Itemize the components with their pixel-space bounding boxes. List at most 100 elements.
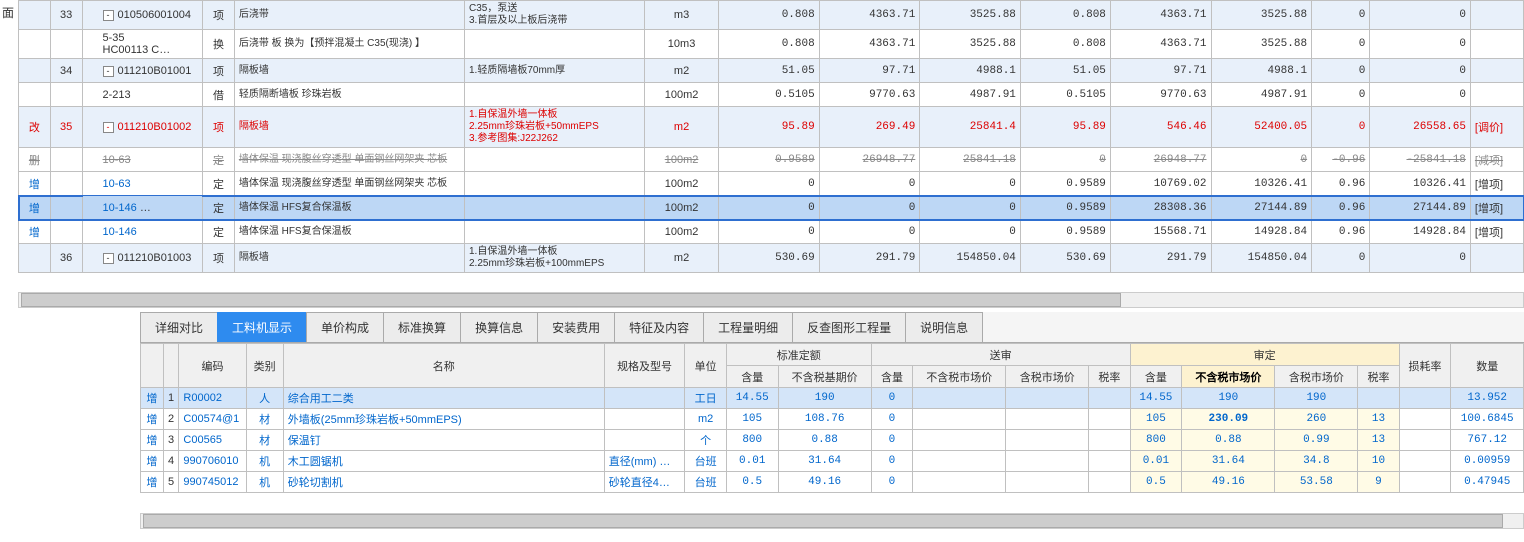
ap-price1[interactable]: 49.16 bbox=[1182, 472, 1275, 493]
value-cell: 0.5105 bbox=[1020, 83, 1110, 107]
code-cell[interactable]: C00565 bbox=[179, 430, 246, 451]
tab-4[interactable]: 换算信息 bbox=[460, 312, 538, 342]
ap-price1[interactable]: 230.09 bbox=[1182, 409, 1275, 430]
column-subheader[interactable]: 含税市场价 bbox=[1006, 366, 1089, 388]
column-header[interactable]: 审定 bbox=[1130, 344, 1399, 366]
code-cell[interactable]: 10-146 bbox=[82, 220, 203, 244]
column-header[interactable]: 数量 bbox=[1451, 344, 1524, 388]
ap-price2[interactable]: 190 bbox=[1275, 388, 1358, 409]
column-subheader[interactable]: 含量 bbox=[726, 366, 778, 388]
ap-tax[interactable]: 13 bbox=[1358, 430, 1399, 451]
value-cell: 25841.4 bbox=[920, 107, 1021, 148]
ap-price2[interactable]: 0.99 bbox=[1275, 430, 1358, 451]
column-header[interactable]: 名称 bbox=[283, 344, 604, 388]
table-row[interactable]: 增10-146 …定墙体保温 HFS复合保温板100m20000.9589283… bbox=[19, 196, 1524, 220]
tab-9[interactable]: 说明信息 bbox=[905, 312, 983, 342]
ap-price1[interactable]: 31.64 bbox=[1182, 451, 1275, 472]
column-subheader[interactable]: 税率 bbox=[1358, 366, 1399, 388]
name-cell: 木工圆锯机 bbox=[283, 451, 604, 472]
column-header[interactable]: 单位 bbox=[685, 344, 726, 388]
type-cell: 项 bbox=[203, 107, 235, 148]
ap-qty[interactable]: 0.5 bbox=[1130, 472, 1182, 493]
column-header[interactable]: 损耗率 bbox=[1399, 344, 1451, 388]
table-row[interactable]: 增10-146定墙体保温 HFS复合保温板100m20000.958915568… bbox=[19, 220, 1524, 244]
column-header[interactable] bbox=[141, 344, 164, 388]
std-price: 31.64 bbox=[778, 451, 871, 472]
tree-toggle-icon[interactable]: - bbox=[103, 122, 114, 133]
column-subheader[interactable]: 税率 bbox=[1089, 366, 1130, 388]
ap-qty[interactable]: 800 bbox=[1130, 430, 1182, 451]
table-row[interactable]: 33-010506001004项后浇带C35，泵送3.首层及以上板后浇带m30.… bbox=[19, 1, 1524, 30]
column-subheader[interactable]: 不含税市场价 bbox=[1182, 366, 1275, 388]
more-icon[interactable]: … bbox=[140, 202, 151, 214]
horizontal-scrollbar[interactable] bbox=[18, 292, 1524, 308]
column-subheader[interactable]: 含量 bbox=[871, 366, 912, 388]
code-cell[interactable]: 2-213 bbox=[82, 83, 203, 107]
column-header[interactable]: 规格及型号 bbox=[604, 344, 685, 388]
table-row[interactable]: 删10-63定墙体保温 现浇腹丝穿透型 单面钢丝网架夹 芯板100m20.958… bbox=[19, 148, 1524, 172]
column-header[interactable]: 标准定额 bbox=[726, 344, 871, 366]
ap-qty[interactable]: 0.01 bbox=[1130, 451, 1182, 472]
code-cell[interactable]: 990745012 bbox=[179, 472, 246, 493]
tab-1[interactable]: 工料机显示 bbox=[217, 312, 307, 342]
code-cell[interactable]: 990706010 bbox=[179, 451, 246, 472]
ap-tax[interactable]: 10 bbox=[1358, 451, 1399, 472]
code-cell[interactable]: -011210B01002 bbox=[82, 107, 203, 148]
ap-tax[interactable]: 13 bbox=[1358, 409, 1399, 430]
code-cell[interactable]: 5-35HC00113 C… bbox=[82, 30, 203, 59]
ap-qty[interactable]: 105 bbox=[1130, 409, 1182, 430]
column-subheader[interactable]: 含税市场价 bbox=[1275, 366, 1358, 388]
tree-toggle-icon[interactable]: - bbox=[103, 66, 114, 77]
ap-price2[interactable]: 260 bbox=[1275, 409, 1358, 430]
code-cell[interactable]: 10-63 bbox=[82, 172, 203, 196]
ap-tax[interactable]: 9 bbox=[1358, 472, 1399, 493]
bottom-scrollbar[interactable] bbox=[140, 513, 1524, 529]
tree-toggle-icon[interactable]: - bbox=[103, 253, 114, 264]
code-cell[interactable]: -011210B01001 bbox=[82, 59, 203, 83]
code-cell[interactable]: C00574@1 bbox=[179, 409, 246, 430]
value-cell: 0 bbox=[819, 196, 920, 220]
material-row[interactable]: 增3C00565材保温钉个8000.8808000.880.9913767.12 bbox=[141, 430, 1524, 451]
table-row[interactable]: 36-011210B01003项隔板墙1.自保温外墙一体板2.25mm珍珠岩板+… bbox=[19, 244, 1524, 273]
tab-7[interactable]: 工程量明细 bbox=[703, 312, 793, 342]
table-row[interactable]: 改35-011210B01002项隔板墙1.自保温外墙一体板2.25mm珍珠岩板… bbox=[19, 107, 1524, 148]
column-header[interactable]: 编码 bbox=[179, 344, 246, 388]
tab-2[interactable]: 单价构成 bbox=[306, 312, 384, 342]
table-row[interactable]: 34-011210B01001项隔板墙1.轻质隔墙板70mm厚m251.0597… bbox=[19, 59, 1524, 83]
value-cell: 0 bbox=[920, 172, 1021, 196]
value-cell: 0 bbox=[1312, 1, 1370, 30]
table-row[interactable]: 增10-63定墙体保温 现浇腹丝穿透型 单面钢丝网架夹 芯板100m20000.… bbox=[19, 172, 1524, 196]
ap-tax[interactable] bbox=[1358, 388, 1399, 409]
sub-p1 bbox=[913, 430, 1006, 451]
ap-qty[interactable]: 14.55 bbox=[1130, 388, 1182, 409]
material-row[interactable]: 增1R00002人综合用工二类工日14.55190014.5519019013.… bbox=[141, 388, 1524, 409]
table-row[interactable]: 5-35HC00113 C…换后浇带 板 换为【预拌混凝土 C35(现浇) 】1… bbox=[19, 30, 1524, 59]
unit-cell: 台班 bbox=[685, 451, 726, 472]
tab-0[interactable]: 详细对比 bbox=[140, 312, 218, 342]
ap-price2[interactable]: 34.8 bbox=[1275, 451, 1358, 472]
code-cell[interactable]: 10-63 bbox=[82, 148, 203, 172]
column-header[interactable] bbox=[163, 344, 179, 388]
column-header[interactable]: 送审 bbox=[871, 344, 1130, 366]
ap-price1[interactable]: 190 bbox=[1182, 388, 1275, 409]
tab-3[interactable]: 标准换算 bbox=[383, 312, 461, 342]
column-subheader[interactable]: 不含税基期价 bbox=[778, 366, 871, 388]
column-subheader[interactable]: 含量 bbox=[1130, 366, 1182, 388]
code-cell[interactable]: R00002 bbox=[179, 388, 246, 409]
ap-price1[interactable]: 0.88 bbox=[1182, 430, 1275, 451]
table-row[interactable]: 2-213借轻质隔断墙板 珍珠岩板100m20.51059770.634987.… bbox=[19, 83, 1524, 107]
tab-6[interactable]: 特征及内容 bbox=[614, 312, 704, 342]
code-cell[interactable]: 10-146 … bbox=[82, 196, 203, 220]
ap-price2[interactable]: 53.58 bbox=[1275, 472, 1358, 493]
tab-5[interactable]: 安装费用 bbox=[537, 312, 615, 342]
tab-8[interactable]: 反查图形工程量 bbox=[792, 312, 906, 342]
column-header[interactable]: 类别 bbox=[246, 344, 283, 388]
row-number bbox=[50, 148, 82, 172]
material-row[interactable]: 增5990745012机砂轮切割机砂轮直径4…台班0.549.1600.549.… bbox=[141, 472, 1524, 493]
material-row[interactable]: 增4990706010机木工圆锯机直径(mm) …台班0.0131.6400.0… bbox=[141, 451, 1524, 472]
column-subheader[interactable]: 不含税市场价 bbox=[913, 366, 1006, 388]
code-cell[interactable]: -010506001004 bbox=[82, 1, 203, 30]
tree-toggle-icon[interactable]: - bbox=[103, 10, 114, 21]
material-row[interactable]: 增2C00574@1材外墙板(25mm珍珠岩板+50mmEPS)m2105108… bbox=[141, 409, 1524, 430]
code-cell[interactable]: -011210B01003 bbox=[82, 244, 203, 273]
